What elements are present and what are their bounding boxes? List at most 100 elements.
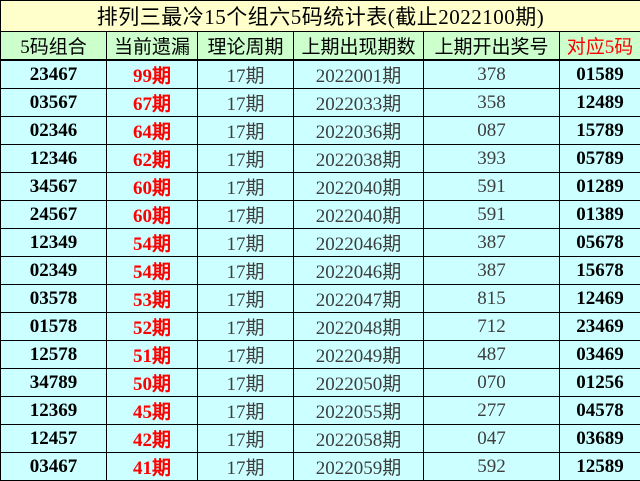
cell-last-prize: 591 xyxy=(424,201,560,229)
cell-last-prize: 393 xyxy=(424,145,560,173)
header-row: 5码组合 当前遗漏 理论周期 上期出现期数 上期开出奖号 对应5码 xyxy=(1,32,640,61)
cell-miss: 60期 xyxy=(107,173,198,201)
cell-match-codes: 12469 xyxy=(560,285,640,313)
cell-last-period: 2022001期 xyxy=(294,60,424,89)
cell-last-period: 2022049期 xyxy=(294,341,424,369)
cell-match-codes: 04578 xyxy=(560,397,640,425)
cell-cycle: 17期 xyxy=(198,229,294,257)
cell-miss: 67期 xyxy=(107,89,198,117)
title-row: 排列三最冷15个组六5码统计表(截止2022100期) xyxy=(1,1,640,32)
cell-last-period: 2022059期 xyxy=(294,453,424,481)
cell-miss: 53期 xyxy=(107,285,198,313)
cell-cycle: 17期 xyxy=(198,257,294,285)
cell-last-period: 2022048期 xyxy=(294,313,424,341)
cell-last-period: 2022033期 xyxy=(294,89,424,117)
cell-last-prize: 277 xyxy=(424,397,560,425)
cell-miss: 62期 xyxy=(107,145,198,173)
cell-last-period: 2022058期 xyxy=(294,425,424,453)
cell-cycle: 17期 xyxy=(198,341,294,369)
cell-cycle: 17期 xyxy=(198,397,294,425)
cell-miss: 51期 xyxy=(107,341,198,369)
cell-cycle: 17期 xyxy=(198,60,294,89)
cell-cycle: 17期 xyxy=(198,117,294,145)
page-title: 排列三最冷15个组六5码统计表(截止2022100期) xyxy=(1,1,640,32)
cell-combo: 03567 xyxy=(1,89,107,117)
header-cycle: 理论周期 xyxy=(198,32,294,61)
cell-last-prize: 592 xyxy=(424,453,560,481)
cell-match-codes: 01589 xyxy=(560,60,640,89)
cell-miss: 54期 xyxy=(107,257,198,285)
cell-match-codes: 01256 xyxy=(560,369,640,397)
cell-match-codes: 12589 xyxy=(560,453,640,481)
cell-last-period: 2022046期 xyxy=(294,257,424,285)
cell-cycle: 17期 xyxy=(198,145,294,173)
cell-last-period: 2022040期 xyxy=(294,201,424,229)
cell-match-codes: 03469 xyxy=(560,341,640,369)
cell-cycle: 17期 xyxy=(198,453,294,481)
header-last-prize: 上期开出奖号 xyxy=(424,32,560,61)
cell-cycle: 17期 xyxy=(198,89,294,117)
cell-miss: 54期 xyxy=(107,229,198,257)
cell-last-prize: 387 xyxy=(424,229,560,257)
cell-cycle: 17期 xyxy=(198,285,294,313)
cell-combo: 12369 xyxy=(1,397,107,425)
cell-combo: 23467 xyxy=(1,60,107,89)
cell-combo: 12578 xyxy=(1,341,107,369)
cell-last-prize: 387 xyxy=(424,257,560,285)
cell-combo: 34789 xyxy=(1,369,107,397)
cell-combo: 12346 xyxy=(1,145,107,173)
cell-last-period: 2022040期 xyxy=(294,173,424,201)
cell-last-period: 2022055期 xyxy=(294,397,424,425)
cell-combo: 03578 xyxy=(1,285,107,313)
cell-cycle: 17期 xyxy=(198,313,294,341)
header-match-codes: 对应5码 xyxy=(560,32,640,61)
cell-last-prize: 358 xyxy=(424,89,560,117)
cell-last-prize: 487 xyxy=(424,341,560,369)
cell-cycle: 17期 xyxy=(198,369,294,397)
cell-match-codes: 15678 xyxy=(560,257,640,285)
cell-combo: 02349 xyxy=(1,257,107,285)
cell-match-codes: 12489 xyxy=(560,89,640,117)
cell-match-codes: 05678 xyxy=(560,229,640,257)
cell-last-period: 2022046期 xyxy=(294,229,424,257)
cell-match-codes: 01289 xyxy=(560,173,640,201)
cell-combo: 24567 xyxy=(1,201,107,229)
cell-miss: 60期 xyxy=(107,201,198,229)
cell-last-prize: 815 xyxy=(424,285,560,313)
cell-miss: 64期 xyxy=(107,117,198,145)
cell-cycle: 17期 xyxy=(198,425,294,453)
header-combo: 5码组合 xyxy=(1,32,107,61)
cell-combo: 02346 xyxy=(1,117,107,145)
cell-combo: 01578 xyxy=(1,313,107,341)
cell-combo: 12457 xyxy=(1,425,107,453)
cell-last-period: 2022050期 xyxy=(294,369,424,397)
cell-match-codes: 01389 xyxy=(560,201,640,229)
header-last-period: 上期出现期数 xyxy=(294,32,424,61)
cell-miss: 99期 xyxy=(107,60,198,89)
cell-last-period: 2022036期 xyxy=(294,117,424,145)
cell-last-prize: 087 xyxy=(424,117,560,145)
cell-cycle: 17期 xyxy=(198,201,294,229)
cell-miss: 42期 xyxy=(107,425,198,453)
cell-miss: 41期 xyxy=(107,453,198,481)
cell-cycle: 17期 xyxy=(198,173,294,201)
cell-combo: 34567 xyxy=(1,173,107,201)
cell-match-codes: 03689 xyxy=(560,425,640,453)
cell-combo: 03467 xyxy=(1,453,107,481)
